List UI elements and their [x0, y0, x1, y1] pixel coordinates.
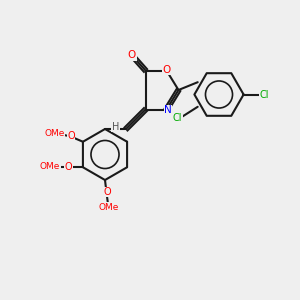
Text: N: N [164, 105, 172, 115]
Text: O: O [162, 65, 171, 75]
Text: O: O [65, 162, 72, 172]
Text: O: O [128, 50, 136, 61]
Text: Cl: Cl [173, 113, 182, 123]
Text: OMe: OMe [40, 163, 60, 172]
Text: Cl: Cl [260, 89, 269, 100]
Text: OMe: OMe [98, 202, 119, 211]
Text: O: O [67, 131, 75, 141]
Text: O: O [103, 187, 111, 197]
Text: H: H [112, 122, 119, 132]
Text: OMe: OMe [44, 129, 64, 138]
